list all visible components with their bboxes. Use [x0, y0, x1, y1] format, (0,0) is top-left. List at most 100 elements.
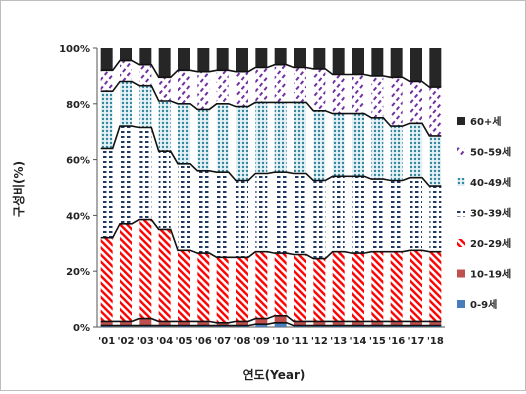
bar-segment — [178, 70, 190, 104]
bar-segment — [100, 70, 113, 92]
bar-segment — [255, 173, 268, 252]
bar-segment — [313, 110, 326, 181]
bar-segment — [390, 77, 403, 127]
bar-segment — [120, 60, 132, 82]
bar-segment — [390, 251, 403, 322]
x-tick-label: '16 — [388, 336, 405, 347]
bar-segment — [274, 315, 287, 323]
x-tick-label: '04 — [156, 336, 173, 347]
bar-segment — [274, 48, 287, 65]
y-tick-label: 20% — [66, 267, 90, 278]
bar-segment — [332, 251, 345, 322]
bar-segment — [178, 48, 190, 71]
bar-segment — [294, 173, 306, 255]
x-tick-label: '05 — [176, 336, 193, 347]
bar-segment — [120, 223, 132, 322]
bar-segment — [139, 85, 152, 128]
bar-segment — [274, 64, 287, 103]
bar-segment — [197, 48, 210, 72]
bar-segment — [236, 71, 248, 107]
bar-segment — [332, 74, 345, 114]
bar-segment — [410, 48, 422, 82]
bar-segment — [294, 321, 306, 326]
bar-segment — [139, 127, 152, 220]
bar-segment — [197, 253, 210, 322]
legend-label: 30-39세 — [470, 207, 511, 220]
legend: 60+세 50-59세 40-49세 30-39세 20-29세 10-19세 0-9세 — [457, 115, 511, 311]
bar-segment — [100, 91, 113, 149]
bar-segment — [197, 321, 210, 326]
legend-swatch — [457, 269, 465, 278]
x-tick-label: '18 — [427, 336, 444, 347]
bar-segment — [216, 70, 229, 104]
bar-segment — [429, 87, 442, 136]
x-axis: '01'02'03'04'05'06'07'08'09'10'11'12'13 '… — [97, 326, 445, 347]
bar-segment — [178, 250, 190, 322]
legend-swatch — [457, 147, 465, 156]
bar-segment — [274, 102, 287, 173]
bar-segment — [100, 148, 113, 238]
bar-segment — [178, 163, 190, 251]
bar-segment — [371, 75, 384, 118]
bar-segment — [100, 237, 113, 322]
bar-segment — [236, 48, 248, 72]
bar-segment — [158, 101, 171, 152]
x-tick-label: '17 — [408, 336, 425, 347]
bar-segment — [236, 257, 248, 322]
legend-label: 20-29세 — [470, 237, 511, 250]
bar-segment — [255, 102, 268, 174]
legend-label: 50-59세 — [470, 146, 511, 159]
bar-segment — [216, 322, 229, 326]
bar-segment — [178, 321, 190, 326]
series-boundary-line — [100, 125, 442, 187]
x-tick-label: '11 — [292, 336, 309, 347]
bar-segment — [332, 321, 345, 326]
bar-segment — [158, 321, 171, 326]
y-tick-label: 80% — [66, 100, 90, 111]
x-tick-label: '13 — [330, 336, 347, 347]
bar-segment — [139, 48, 152, 65]
bar-segment — [429, 48, 442, 88]
legend-swatch — [457, 208, 465, 217]
x-tick-label: '01 — [98, 336, 115, 347]
legend-swatch — [457, 178, 465, 186]
bar-segment — [255, 48, 268, 68]
series-boundary-line — [100, 315, 442, 324]
bar-segment — [274, 172, 287, 254]
bar-segment — [274, 322, 287, 327]
legend-swatch — [457, 300, 465, 308]
x-axis-title: 연도(Year) — [243, 367, 306, 382]
bar-segment — [410, 123, 422, 178]
series-boundary-line — [100, 59, 442, 88]
bar-segment — [255, 324, 268, 327]
bar-segment — [371, 179, 384, 252]
bar-segment — [158, 229, 171, 322]
bar-segment — [236, 321, 248, 326]
bar-segment — [410, 81, 422, 124]
bar-segment — [332, 48, 345, 75]
y-tick-label: 0% — [73, 323, 90, 334]
bar-segment — [255, 251, 268, 319]
legend-swatch — [457, 117, 465, 125]
x-tick-label: '14 — [350, 336, 367, 347]
bar-segment — [158, 77, 171, 102]
bar-segment — [139, 64, 152, 86]
bar-segment — [313, 48, 326, 69]
bar-segment — [158, 151, 171, 230]
bar-segment — [216, 103, 229, 173]
bar-segment — [197, 109, 210, 171]
x-tick-label: '08 — [234, 336, 251, 347]
bar-segment — [120, 321, 132, 326]
series-boundary-line — [100, 80, 442, 137]
bar-segment — [429, 186, 442, 252]
series-lines — [100, 59, 442, 327]
legend-label: 40-49세 — [470, 176, 511, 189]
bar-segment — [274, 253, 287, 316]
bar-segment — [139, 219, 152, 319]
x-tick-label: '02 — [118, 336, 135, 347]
bar-segment — [120, 81, 132, 127]
y-axis: 0% 20% 40% 60% 80% 100% — [59, 44, 98, 334]
bar-segment — [390, 48, 403, 78]
bar-segment — [294, 254, 306, 322]
